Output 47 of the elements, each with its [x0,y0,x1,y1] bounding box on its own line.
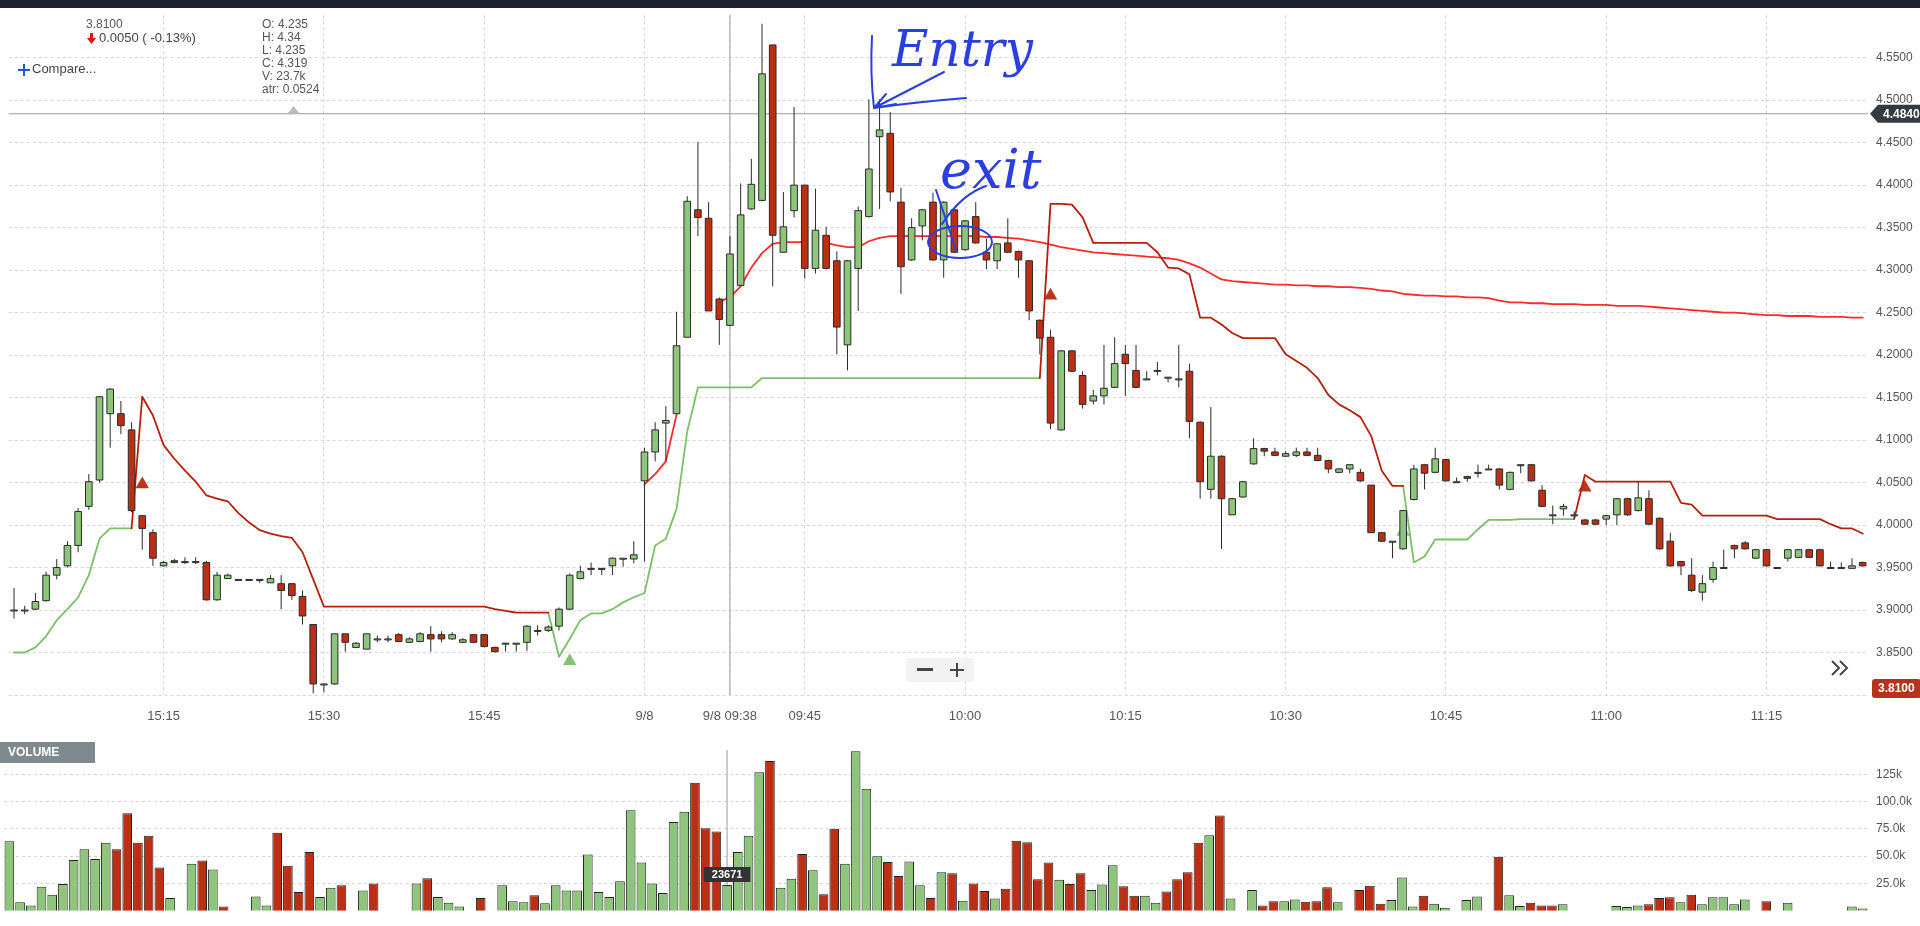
y-tick-label: 125k [1876,766,1904,781]
x-tick-label: 9/8 [635,708,654,724]
y-tick-label: 4.2000 [1876,347,1914,362]
text: 3.8100 [1872,679,1920,699]
x-tick-label: 15:30 [307,708,341,724]
annotation: 0.0050 ( -0.13%) [99,30,196,46]
x-tick-label: 15:45 [467,708,501,724]
y-tick-label: 75.0k [1876,821,1907,836]
x-tick-label: 10:45 [1429,708,1463,724]
y-tick-label: 4.4000 [1876,177,1914,192]
y-tick-label: 4.5000 [1876,92,1914,107]
y-tick-label: 4.3500 [1876,219,1914,234]
y-tick-label: 4.1000 [1876,432,1914,447]
x-tick-label: 11:00 [1590,708,1622,724]
x-tick-label: 10:15 [1109,708,1142,724]
annotation: exit [940,138,1042,201]
x-tick-label: 15:15 [147,708,180,724]
y-tick-label: 100.0k [1876,793,1914,808]
y-tick-label: 4.5500 [1876,50,1914,64]
y-tick-label: 50.0k [1876,848,1907,863]
annotation: C: 4.319 [262,56,308,71]
annotation: Entry [892,20,1033,78]
annotation: O: 4.235 [262,17,309,32]
y-tick-label: 4.4500 [1876,134,1914,149]
annotation: 3.8100 [86,17,123,32]
y-tick-label: 4.3000 [1876,262,1914,277]
data-label: 23671 [711,867,743,880]
ref-line-label: 4.4840 [1883,107,1920,122]
y-tick-label: 4.0000 [1876,517,1914,532]
x-tick-label: 10:00 [948,708,982,724]
y-tick-label: 4.0500 [1876,474,1914,489]
y-tick-label: 4.1500 [1876,389,1914,404]
y-tick-label: 25.0k [1876,875,1907,890]
annotation: H: 4.34 [262,30,301,45]
annotation: VOLUME [7,744,61,761]
annotation: Compare... [32,61,97,77]
annotation: atr: 0.0524 [262,82,320,97]
y-tick-label: 3.9000 [1876,602,1914,617]
y-tick-label: 4.2500 [1876,304,1914,319]
x-tick-label: 11:15 [1750,708,1783,724]
x-tick-label: 10:30 [1269,708,1302,724]
y-tick-label: 3.8500 [1876,644,1914,659]
annotation: V: 23.7k [262,69,306,84]
x-tick-label: 09:45 [788,708,822,724]
annotation: L: 4.235 [262,43,306,58]
x-tick-label: 9/8 09:38 [702,708,758,724]
y-tick-label: 3.9500 [1876,559,1914,574]
